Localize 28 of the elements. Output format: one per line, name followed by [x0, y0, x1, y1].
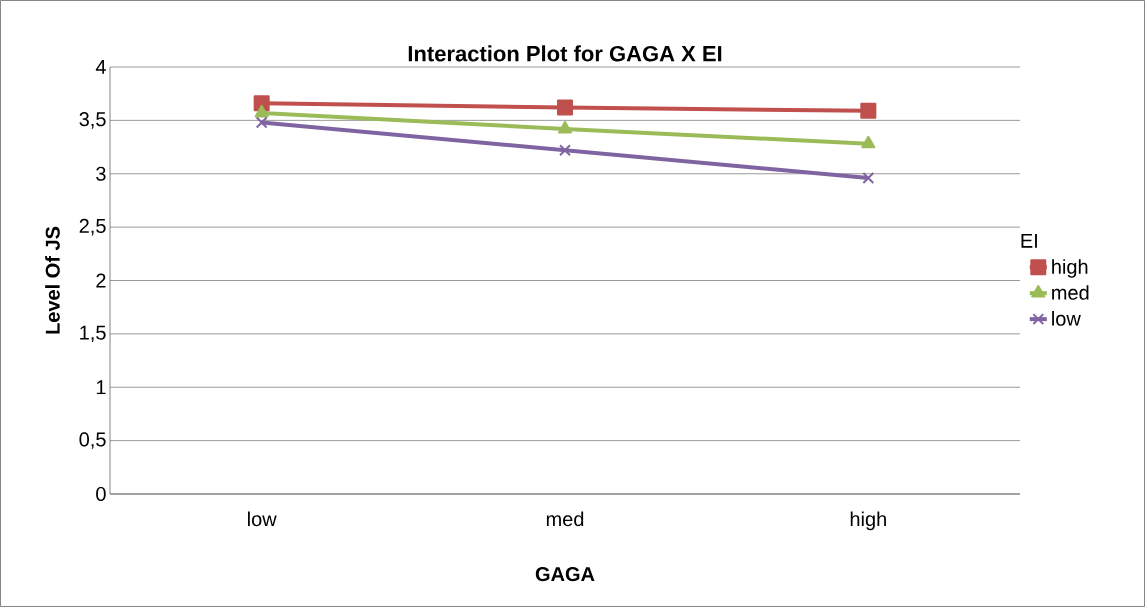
- point: [860, 102, 877, 119]
- y-tick-label: 2: [96, 273, 106, 288]
- y-tick-label: 3: [96, 166, 106, 181]
- y-tick-label: 2,5: [79, 218, 106, 236]
- legend-label: med: [1052, 285, 1089, 300]
- y-tick-label: 3,5: [79, 112, 106, 129]
- legend-label: low: [1052, 311, 1081, 326]
- y-tick-label: 0: [96, 486, 106, 502]
- x-tick-label: med: [546, 511, 584, 527]
- x-axis-title: GAGA: [535, 567, 595, 582]
- y-tick-label: 1: [96, 380, 106, 395]
- point: [861, 135, 876, 149]
- point: [557, 99, 574, 116]
- x-tick-label: low: [248, 511, 277, 527]
- legend-label: high: [1052, 259, 1088, 278]
- y-tick-label: 1,5: [80, 325, 106, 343]
- point: [559, 144, 571, 157]
- point: [255, 116, 268, 129]
- chart-title: Interaction Plot for GAGA X EI: [408, 45, 722, 62]
- point: [557, 120, 573, 134]
- point: [862, 172, 875, 184]
- y-tick-label: 4: [95, 60, 106, 74]
- y-axis-title: Level Of JS: [45, 226, 60, 334]
- legend-title: EI: [1021, 233, 1037, 248]
- y-tick-label: 0,5: [79, 432, 106, 449]
- x-tick-label: high: [850, 511, 886, 531]
- point: [254, 104, 269, 118]
- point: [253, 95, 270, 112]
